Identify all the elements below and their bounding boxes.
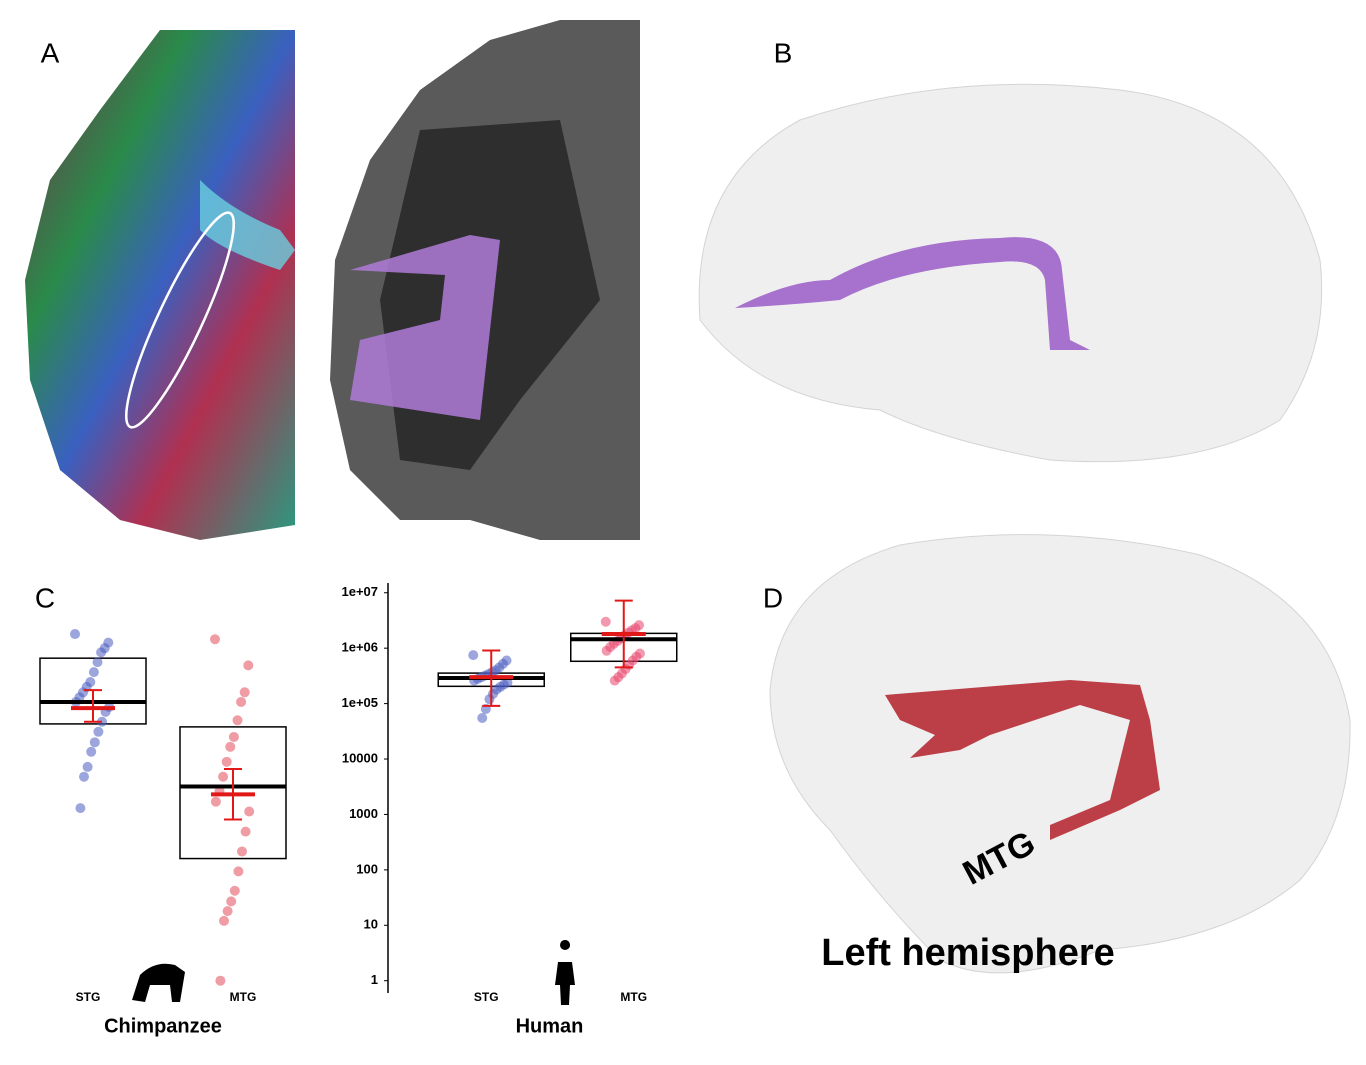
y-tick-label: 1e+05 [341, 695, 378, 710]
panel-label: B [774, 37, 793, 68]
data-point [226, 896, 237, 907]
panel-label: A [41, 37, 60, 68]
dti-slice [25, 30, 295, 540]
data-point [240, 826, 251, 837]
x-tick-label: STG [474, 990, 499, 1004]
data-point [75, 803, 86, 814]
y-tick-label: 1 [371, 972, 378, 987]
data-point [233, 866, 244, 877]
data-point [609, 675, 620, 686]
y-tick-label: 1e+07 [341, 584, 378, 599]
data-point [221, 756, 232, 767]
data-point [239, 687, 250, 698]
data-point [232, 715, 243, 726]
data-point [477, 712, 488, 723]
x-tick-label: MTG [620, 990, 647, 1004]
data-point [79, 771, 89, 782]
data-point [237, 846, 247, 857]
y-tick-label: 1000 [349, 806, 378, 821]
data-point [82, 761, 93, 772]
tract-a [350, 235, 500, 420]
data-point [225, 741, 236, 752]
data-point [244, 806, 255, 817]
data-point [86, 746, 97, 757]
x-tick-label: STG [76, 990, 101, 1004]
brain-b [698, 83, 1323, 463]
chimp-icon [132, 963, 185, 1002]
data-point [70, 629, 80, 640]
data-point [222, 906, 233, 917]
tract-d [885, 680, 1160, 840]
data-point [219, 915, 229, 926]
x-tick-label: MTG [230, 990, 257, 1004]
data-point [93, 726, 104, 737]
data-point [88, 667, 99, 678]
data-point [229, 885, 240, 896]
box [179, 726, 287, 860]
data-point [96, 647, 107, 658]
y-tick-label: 1e+06 [341, 640, 378, 655]
data-point [218, 771, 229, 782]
data-point [236, 696, 247, 707]
box [39, 657, 147, 725]
panel-label: D [763, 582, 783, 613]
y-tick-label: 10 [364, 917, 378, 932]
data-point [484, 694, 495, 705]
x-axis-label: Human [516, 1015, 584, 1037]
data-point [468, 650, 479, 661]
data-point [228, 731, 239, 742]
data-point [89, 737, 100, 748]
tract-b [735, 237, 1090, 350]
data-point [210, 634, 220, 645]
data-point [600, 616, 611, 627]
hemisphere-label: Left hemisphere [821, 932, 1115, 974]
data-point [243, 660, 254, 671]
panel-label: C [35, 582, 55, 613]
white-matter [200, 180, 295, 270]
data-point [210, 796, 221, 807]
data-point [92, 657, 103, 668]
y-tick-label: 100 [356, 861, 378, 876]
y-tick-label: 10000 [342, 750, 378, 765]
data-point [215, 975, 226, 986]
human-icon [555, 940, 575, 1005]
roi-ellipse [125, 211, 235, 429]
brain-d [769, 534, 1351, 974]
data-point [601, 645, 612, 656]
x-axis-label: Chimpanzee [104, 1015, 222, 1037]
